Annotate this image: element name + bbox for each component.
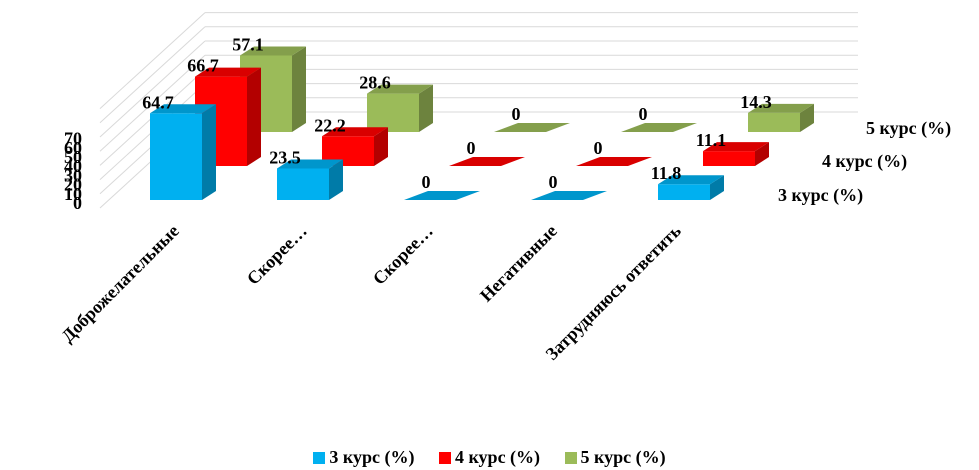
bar-top [748, 103, 814, 113]
bar-flat [449, 157, 525, 166]
bar-4-kurs [576, 157, 652, 166]
bar-top [277, 159, 343, 169]
bar-3-kurs [531, 191, 607, 200]
data-label: 22.2 [314, 115, 346, 135]
bar-front [367, 93, 419, 132]
bar-flat [621, 123, 697, 132]
data-label: 28.6 [359, 73, 391, 93]
legend-swatch-4 [438, 452, 451, 464]
data-label: 11.8 [651, 163, 682, 183]
data-label: 0 [549, 172, 558, 192]
bar-5-kurs [621, 123, 697, 132]
data-label: 0 [512, 104, 521, 124]
depth-label: 4 курс (%) [822, 151, 907, 172]
bar-front [748, 112, 800, 132]
bar-flat [494, 123, 570, 132]
depth-label: 3 курс (%) [778, 185, 863, 206]
bar-3-kurs [277, 159, 343, 200]
legend-item-4: 4 курс (%) [438, 447, 541, 468]
bar-4-kurs [449, 157, 525, 166]
category-label: Скорее… [369, 221, 437, 289]
legend-label-3: 3 курс (%) [329, 447, 415, 467]
data-label: 0 [422, 172, 431, 192]
legend-label-5: 5 курс (%) [580, 447, 666, 467]
y-tick-label: 0 [73, 193, 82, 213]
bar-top [367, 84, 433, 94]
bar-top [195, 67, 261, 77]
category-labels: Доброжелательные Скорее… Скорее… Негативные… [57, 220, 685, 364]
y-tick-label: 70 [64, 129, 82, 149]
bar-side [292, 46, 306, 132]
legend-item-3: 3 курс (%) [313, 447, 414, 468]
grid-left-5 [99, 40, 206, 138]
data-label: 0 [639, 104, 648, 124]
y-tick-label: 30 [64, 165, 82, 185]
bar-3-kurs [404, 191, 480, 200]
series-depth-labels: 3 курс (%) 4 курс (%) 5 курс (%) [778, 118, 951, 206]
bar-flat [576, 157, 652, 166]
data-label: 0 [467, 138, 476, 158]
bar-front [150, 113, 202, 200]
y-tick-label: 50 [64, 147, 82, 167]
bar-side [329, 159, 343, 200]
bar-front [658, 184, 710, 200]
data-label: 64.7 [142, 92, 174, 112]
bar-side [800, 103, 814, 132]
bar-front [703, 151, 755, 166]
bar-front [277, 168, 329, 200]
legend: 3 курс (%) 4 курс (%) 5 курс (%) [0, 447, 979, 468]
bar-front [322, 136, 374, 166]
bars [150, 46, 814, 200]
y-tick-label: 40 [64, 156, 82, 176]
bar-5-kurs [367, 84, 433, 132]
bar-3-kurs [658, 175, 724, 200]
data-labels: 57.1 28.6 0 0 14.3 66.7 22.2 0 0 11.1 64.7 23.5 0 0 11… [142, 34, 772, 192]
bar-top [703, 142, 769, 152]
grid-left-4 [99, 54, 206, 152]
legend-item-5: 5 курс (%) [564, 447, 666, 468]
data-label: 23.5 [269, 148, 301, 168]
y-tick-label: 20 [64, 175, 82, 195]
grid-left-6 [99, 26, 206, 124]
data-label: 66.7 [187, 56, 219, 76]
category-label: Затрудняюсь ответить [542, 220, 686, 364]
category-label: Скорее… [243, 221, 311, 289]
y-tick-label: 60 [64, 138, 82, 158]
bar-flat [404, 191, 480, 200]
legend-label-4: 4 курс (%) [454, 447, 541, 467]
category-label: Негативные [476, 221, 561, 306]
y-tick-label: 10 [64, 184, 82, 204]
data-label: 0 [594, 138, 603, 158]
data-label: 11.1 [696, 130, 727, 150]
bar-side [755, 142, 769, 166]
bar-side [710, 175, 724, 200]
bar-side [202, 104, 216, 200]
legend-swatch-5 [564, 452, 577, 464]
depth-label: 5 курс (%) [866, 118, 951, 139]
bar-side [374, 127, 388, 166]
bar-side [247, 67, 261, 166]
legend-swatch-3 [313, 452, 326, 464]
bar-top [658, 175, 724, 185]
bar-flat [531, 191, 607, 200]
bar-5-kurs [494, 123, 570, 132]
bar-top [322, 127, 388, 137]
grid-left-7 [99, 12, 206, 109]
category-label: Доброжелательные [57, 221, 182, 346]
grid-lines [99, 12, 858, 209]
data-label: 57.1 [232, 34, 264, 54]
bar-top [150, 104, 216, 114]
bar-4-kurs [322, 127, 388, 166]
bar-4-kurs [703, 142, 769, 166]
data-label: 14.3 [740, 92, 772, 112]
bar-side [419, 84, 433, 132]
bar-3-kurs [150, 104, 216, 200]
bar-top [240, 46, 306, 56]
bar-5-kurs [748, 103, 814, 132]
